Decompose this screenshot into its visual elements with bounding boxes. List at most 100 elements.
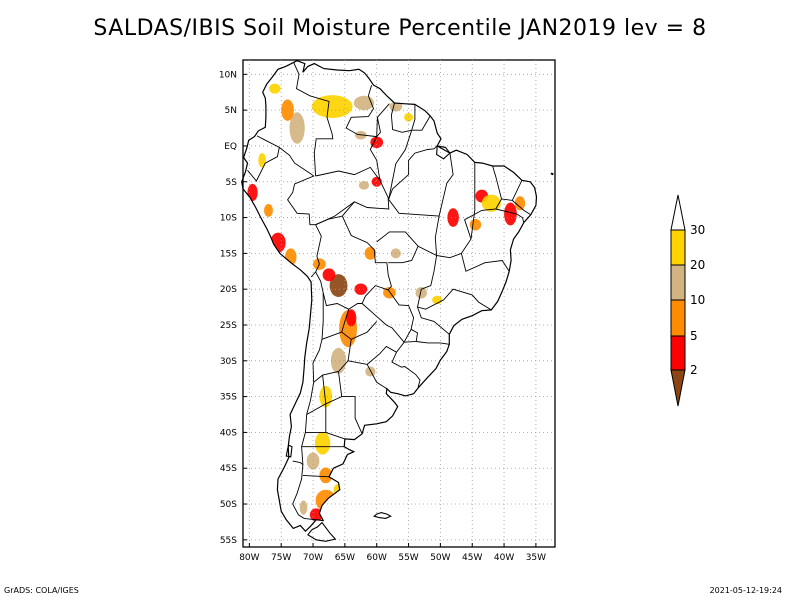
lat-tick-label: 40S [220, 428, 237, 438]
country-border [369, 117, 390, 200]
country-border [315, 201, 355, 226]
lat-tick-label: 10N [219, 70, 237, 80]
lon-tick-label: 35W [526, 553, 546, 563]
lon-tick-label: 55W [398, 553, 418, 563]
country-border [279, 147, 322, 278]
lon-tick-label: 75W [271, 553, 291, 563]
country-border [321, 331, 342, 340]
moisture-patch [269, 83, 281, 94]
country-border [325, 431, 346, 440]
country-border [348, 345, 397, 365]
lon-tick-label: 45W [462, 553, 482, 563]
country-border [460, 253, 510, 272]
colorbar-segment-above-30 [670, 194, 686, 231]
country-border [361, 289, 415, 343]
footer-credit: GrADS: COLA/IGES [4, 586, 79, 595]
lat-tick-label: 30S [220, 357, 237, 367]
country-border [388, 145, 438, 200]
colorbar-label: 10 [690, 293, 705, 307]
island-outline [307, 521, 337, 542]
colorbar-segment [670, 335, 686, 371]
country-border [315, 166, 381, 181]
moisture-patch [299, 500, 308, 515]
country-border [366, 364, 388, 390]
moisture-patch [481, 194, 501, 212]
island-outline [373, 512, 392, 519]
lat-tick-label: 25S [220, 321, 237, 331]
lat-tick-label: 10S [220, 214, 237, 224]
lat-tick-label: 15S [220, 249, 237, 259]
lat-tick-label: 45S [220, 464, 237, 474]
moisture-patch [314, 431, 331, 455]
island-outline [285, 444, 293, 458]
moisture-patch [311, 95, 353, 119]
moisture-patch [354, 283, 368, 295]
country-border [302, 474, 330, 478]
country-border [293, 62, 334, 177]
colorbar-segment [670, 264, 686, 301]
moisture-patch [365, 366, 376, 377]
moisture-patch [364, 246, 377, 260]
country-border [417, 306, 450, 335]
country-border [292, 460, 304, 465]
colorbar-label: 30 [690, 223, 705, 237]
moisture-patch [264, 203, 273, 217]
moisture-patch [415, 287, 428, 299]
coastline [241, 60, 538, 533]
moisture-patch [370, 136, 384, 149]
colorbar: 30 20 10 5 2 [670, 194, 705, 407]
lat-tick-label: 35S [220, 393, 237, 403]
moisture-patch [504, 202, 517, 226]
moisture-patch [258, 153, 266, 168]
lon-tick-label: 70W [303, 553, 323, 563]
country-border [247, 135, 280, 182]
country-border [338, 371, 363, 434]
island-outline [436, 145, 451, 160]
colorbar-label: 5 [690, 329, 698, 343]
moisture-patch [319, 467, 333, 484]
country-border [390, 102, 416, 133]
moisture-patch [306, 452, 320, 470]
colorbar-segment-below-2 [670, 369, 686, 407]
island-outline [550, 172, 554, 176]
lat-tick-label: 5N [225, 106, 237, 116]
country-border [376, 231, 419, 247]
lat-tick-label: 5S [226, 178, 238, 188]
country-border [388, 245, 437, 264]
country-border [411, 115, 431, 131]
moisture-patch [447, 208, 459, 227]
colorbar-label: 2 [690, 363, 698, 377]
country-border [416, 341, 450, 345]
colorbar-label: 20 [690, 258, 705, 272]
moisture-patch [469, 218, 482, 231]
moisture-patch [404, 112, 414, 122]
lon-tick-label: 50W [430, 553, 450, 563]
moisture-patch [322, 268, 336, 282]
lat-tick-label: 50S [220, 500, 237, 510]
country-border [325, 396, 342, 405]
moisture-patch [353, 95, 375, 111]
footer-timestamp: 2021-05-12-19:24 [709, 586, 782, 595]
moisture-patch [358, 181, 370, 190]
lat-tick-label: 55S [220, 536, 237, 546]
lat-tick-label: 20S [220, 285, 237, 295]
lon-tick-label: 40W [494, 553, 514, 563]
lon-tick-label: 65W [335, 553, 355, 563]
country-border [341, 309, 378, 340]
colorbar-segment [670, 299, 686, 337]
moisture-patch [346, 309, 357, 327]
lat-tick-label: EQ [224, 142, 237, 152]
country-border [345, 84, 390, 138]
map-title: SALDAS/IBIS Soil Moisture Percentile JAN… [93, 16, 707, 41]
country-border [495, 208, 525, 223]
country-border [391, 328, 421, 388]
moisture-patch [289, 112, 305, 144]
lon-tick-label: 60W [367, 553, 387, 563]
colorbar-segment [670, 229, 686, 266]
moisture-patch [514, 196, 526, 211]
country-border [388, 130, 413, 199]
country-border [512, 200, 532, 216]
map-frame [242, 59, 556, 548]
moisture-patch [329, 274, 348, 298]
